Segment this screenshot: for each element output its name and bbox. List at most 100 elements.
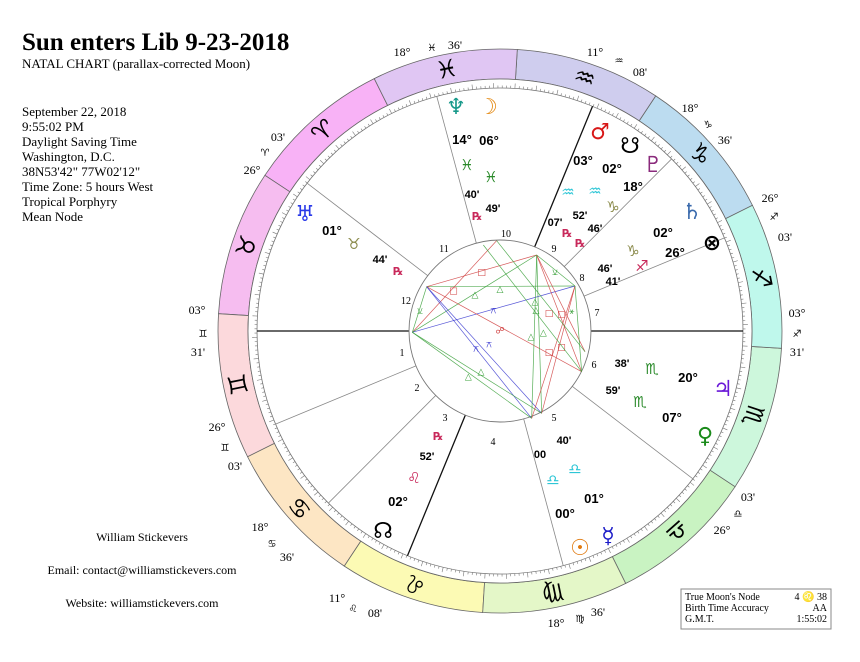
degree-tick xyxy=(375,119,377,122)
degree-tick xyxy=(741,302,747,304)
degree-tick xyxy=(400,553,404,559)
degree-tick xyxy=(615,112,619,118)
house-number-7: 7 xyxy=(595,308,600,319)
degree-tick xyxy=(362,533,367,538)
aspect-symbol-icon: △︎ xyxy=(532,298,539,308)
degree-tick xyxy=(644,133,647,136)
aspect-symbol-icon: △︎ xyxy=(540,329,547,339)
cusp-minutes: 08' xyxy=(368,606,382,620)
degree-tick xyxy=(687,174,690,177)
degree-tick xyxy=(327,155,330,158)
degree-tick xyxy=(608,111,610,114)
degree-tick xyxy=(647,523,650,526)
degree-tick xyxy=(438,566,440,569)
degree-tick xyxy=(314,491,319,496)
degree-tick xyxy=(446,568,448,571)
cusp-minutes: 08' xyxy=(633,65,647,79)
degree-tick xyxy=(278,224,281,227)
degree-tick xyxy=(271,240,275,243)
degree-tick xyxy=(630,123,633,127)
house-cusp-line-11 xyxy=(436,96,477,244)
degree-tick xyxy=(626,538,630,543)
cusp-degree: 11° xyxy=(587,45,604,59)
degree-tick xyxy=(713,446,719,450)
degree-tick xyxy=(260,277,263,279)
neptune-icon: ♆︎ xyxy=(446,95,466,120)
degree-tick xyxy=(548,569,550,575)
degree-tick xyxy=(615,544,618,547)
cusp-label-1: 03° ♊︎ 31' xyxy=(189,303,208,359)
mars-sign-icon: ♒︎ xyxy=(561,183,574,201)
planet-north-node: ☊︎ 02° ♌︎52' ℞ xyxy=(373,430,443,544)
degree-tick xyxy=(592,555,595,558)
degree-tick xyxy=(281,212,287,216)
cusp-sign-icon: ♐︎ xyxy=(770,212,779,223)
sun-degree: 00° xyxy=(555,506,575,521)
degree-tick xyxy=(254,293,260,296)
planet-uranus: ♅︎ 01° ♉︎ 44' ℞ xyxy=(295,202,403,278)
cusp-degree: 26° xyxy=(209,420,226,434)
author-name: William Stickevers xyxy=(96,530,188,544)
degree-tick xyxy=(288,457,293,461)
degree-tick xyxy=(644,526,648,531)
cusp-minutes: 36' xyxy=(591,605,605,619)
page-subtitle: NATAL CHART (parallax-corrected Moon) xyxy=(22,56,250,71)
degree-tick xyxy=(724,236,727,239)
info-location: Washington, D.C. xyxy=(22,149,115,164)
degree-tick xyxy=(647,136,650,139)
cusp-minutes: 36' xyxy=(448,38,462,52)
degree-tick xyxy=(265,256,269,259)
aspect-line xyxy=(531,254,538,419)
aspect-symbol-icon: ☍︎ xyxy=(495,327,504,337)
cusp-sign-icon: ♎︎ xyxy=(734,509,743,520)
aspect-line xyxy=(536,254,543,414)
degree-tick xyxy=(450,87,452,93)
degree-tick xyxy=(321,498,324,501)
box-label-gmt: G.M.T. xyxy=(685,614,714,625)
degree-tick xyxy=(702,195,705,198)
planet-sun: ☉︎00°♎︎00 xyxy=(534,449,590,561)
sun-icon: ☉︎ xyxy=(570,536,590,561)
cusp-minutes: 31' xyxy=(790,345,804,359)
house-cusp-line-6 xyxy=(571,386,694,480)
degree-tick xyxy=(324,158,327,161)
aspect-line xyxy=(426,286,542,414)
cusp-label-7: 03° ♐︎ 31' xyxy=(789,306,806,359)
degree-tick xyxy=(264,251,270,255)
neptune-sign-icon: ♓︎ xyxy=(460,156,473,174)
house-cusp-line-2 xyxy=(275,365,417,425)
aspect-line xyxy=(574,285,583,372)
cusp-sign-icon: ♒︎ xyxy=(615,56,624,67)
degree-tick xyxy=(425,562,428,566)
degree-tick xyxy=(268,411,272,414)
degree-tick xyxy=(288,206,291,208)
house-number-12: 12 xyxy=(401,296,411,307)
degree-tick xyxy=(282,217,285,219)
degree-tick xyxy=(732,260,738,263)
cusp-degree: 26° xyxy=(714,523,731,537)
degree-tick xyxy=(268,248,272,251)
degree-tick xyxy=(564,565,566,568)
cusp-label-3: 18° ♋︎36' xyxy=(252,520,294,564)
degree-tick xyxy=(584,100,587,104)
degree-tick xyxy=(364,126,367,129)
degree-tick xyxy=(350,523,353,526)
degree-tick xyxy=(690,177,693,181)
degree-tick xyxy=(319,160,324,164)
degree-tick xyxy=(357,528,360,531)
cusp-label-6: 26°♎︎ 03' xyxy=(714,490,755,537)
house-number-9: 9 xyxy=(552,244,557,255)
jupiter-icon: ♃︎ xyxy=(713,377,733,402)
planet-neptune: ♆︎ 14° ♓︎ 40' ℞ xyxy=(446,95,482,223)
degree-tick xyxy=(441,567,444,573)
aspect-line xyxy=(426,254,537,288)
degree-tick xyxy=(728,248,732,251)
venus-icon: ♀︎ xyxy=(697,424,713,449)
degree-tick xyxy=(371,537,374,541)
degree-tick xyxy=(272,231,278,235)
cusp-degree: 18° xyxy=(682,101,699,115)
degree-tick xyxy=(276,228,280,231)
house-cusp-line-3 xyxy=(328,395,437,504)
degree-tick xyxy=(633,533,636,536)
degree-tick xyxy=(727,244,731,247)
